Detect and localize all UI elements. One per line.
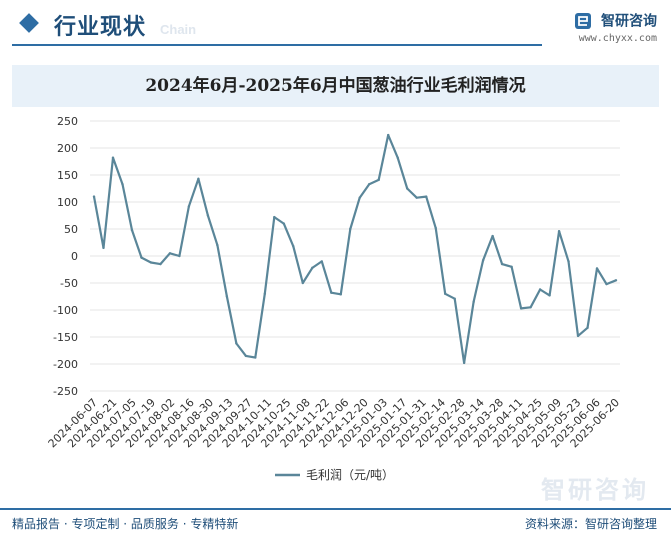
data-point <box>206 214 210 217</box>
y-tick-label: -250 <box>53 385 78 398</box>
data-point <box>443 292 447 295</box>
data-point <box>424 195 428 198</box>
data-point <box>368 182 371 186</box>
data-point <box>415 196 418 199</box>
data-point <box>557 229 561 233</box>
header: 行业现状 Chain <box>0 0 671 50</box>
data-point <box>614 279 618 282</box>
data-point <box>406 187 409 190</box>
data-point <box>349 227 352 231</box>
brand-logo-icon <box>574 12 591 29</box>
data-point <box>462 361 466 365</box>
data-point <box>92 195 96 198</box>
footer-source: 资料来源：智研咨询整理 <box>524 517 657 531</box>
data-point <box>244 354 248 358</box>
data-point <box>595 267 599 270</box>
data-point <box>510 265 513 268</box>
data-point <box>377 178 380 182</box>
data-point <box>102 246 105 250</box>
brand-name: 智研咨询 <box>601 13 657 30</box>
data-point <box>339 293 342 296</box>
data-point <box>121 182 124 186</box>
y-tick-label: -50 <box>60 277 78 290</box>
data-point <box>149 261 153 264</box>
data-point <box>159 262 162 266</box>
data-point <box>567 260 570 263</box>
data-point <box>320 260 323 263</box>
diamond-icon <box>19 13 39 33</box>
data-point <box>216 244 219 247</box>
chart-title-bar: 2024年6月-2025年6月中国葱油行业毛利润情况 <box>12 65 659 107</box>
watermark-logo-text: 智研咨询 <box>541 476 649 504</box>
data-point <box>548 294 551 297</box>
data-point <box>358 196 361 199</box>
y-tick-label: 200 <box>57 142 78 155</box>
y-tick-label: 50 <box>64 223 78 236</box>
data-point <box>235 342 238 345</box>
data-point <box>140 256 143 259</box>
data-point <box>605 282 608 286</box>
data-point <box>311 266 314 270</box>
y-tick-label: 250 <box>57 115 78 128</box>
data-point <box>387 133 390 137</box>
data-point <box>519 307 523 310</box>
data-point <box>301 281 304 285</box>
y-tick-label: -200 <box>53 358 78 371</box>
data-point <box>130 228 134 232</box>
data-point <box>292 245 295 248</box>
data-point <box>187 205 191 208</box>
header-rule <box>12 44 542 46</box>
data-point <box>263 292 267 295</box>
data-point <box>168 252 172 255</box>
y-tick-label: -150 <box>53 331 78 344</box>
data-point <box>529 306 532 309</box>
data-point <box>481 259 485 262</box>
data-point <box>538 288 542 291</box>
data-point <box>396 156 399 159</box>
data-point <box>500 262 504 266</box>
data-point <box>472 300 475 304</box>
footer-slogan: 精品报告 · 专项定制 · 品质服务 · 专精特新 <box>12 517 239 531</box>
y-tick-label: 100 <box>57 196 78 209</box>
legend-label: 毛利润（元/吨） <box>306 468 394 482</box>
data-point <box>491 234 494 238</box>
data-point <box>282 222 286 225</box>
data-point <box>453 297 456 300</box>
brand: 智研咨询 www.chyxx.com <box>574 10 657 44</box>
series-line <box>92 133 617 364</box>
data-point <box>178 254 181 258</box>
chart-title: 2024年6月-2025年6月中国葱油行业毛利润情况 <box>145 76 526 96</box>
y-tick-label: 0 <box>71 250 78 263</box>
data-point <box>330 291 333 294</box>
y-tick-label: 150 <box>57 169 78 182</box>
y-tick-label: -100 <box>53 304 78 317</box>
data-point <box>576 334 580 338</box>
data-point <box>273 215 276 219</box>
section-title: 行业现状 <box>54 15 147 40</box>
data-point <box>111 156 115 159</box>
data-point <box>586 326 589 330</box>
data-point <box>197 177 200 180</box>
data-point <box>254 356 257 359</box>
data-point <box>434 226 437 230</box>
brand-url: www.chyxx.com <box>578 32 657 44</box>
section-title-en: Chain <box>160 22 197 37</box>
data-point <box>225 295 229 298</box>
footer: 精品报告 · 专项定制 · 品质服务 · 专精特新 资料来源：智研咨询整理 <box>0 508 671 537</box>
